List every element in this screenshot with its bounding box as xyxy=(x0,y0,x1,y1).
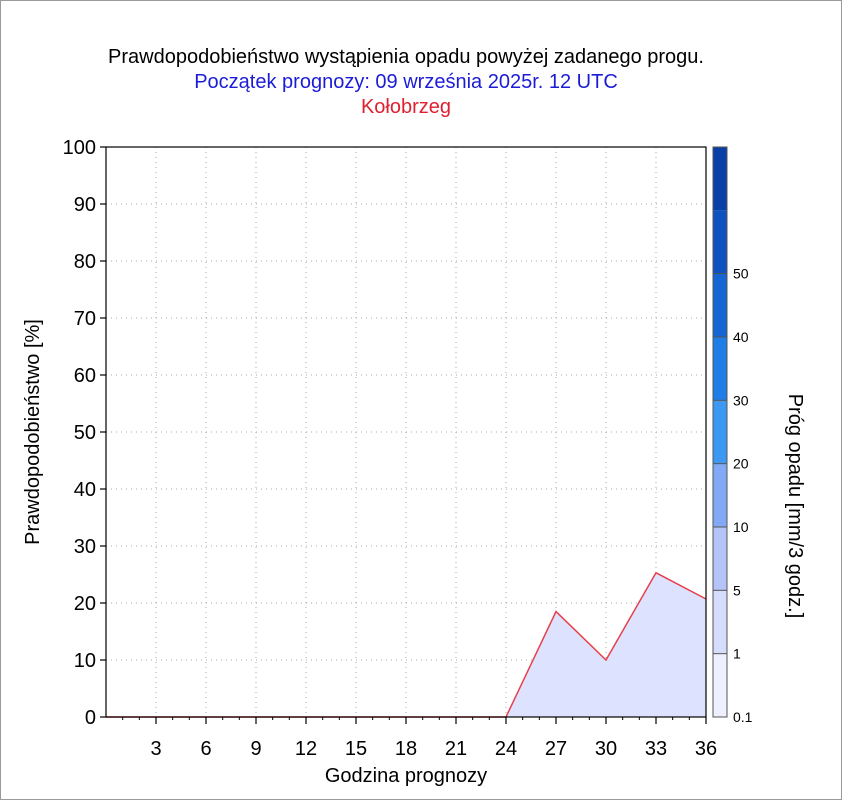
x-tick-label: 21 xyxy=(445,738,467,760)
colorbar-tick-label: 5 xyxy=(733,582,741,598)
y-tick-label: 30 xyxy=(74,536,96,558)
chart-location: Kołobrzeg xyxy=(361,96,451,118)
x-tick-label: 6 xyxy=(200,738,211,760)
colorbar-segment xyxy=(713,210,727,274)
colorbar-segment xyxy=(713,337,727,401)
colorbar-tick-label: 20 xyxy=(733,456,749,472)
y-tick-label: 40 xyxy=(74,479,96,501)
colorbar-tick-labels: 0.1 1 5 10 20 30 40 50 xyxy=(713,266,753,725)
colorbar xyxy=(712,146,728,718)
y-tick-label: 0 xyxy=(85,707,96,729)
x-tick-label: 30 xyxy=(595,738,617,760)
x-tick-label: 12 xyxy=(295,738,317,760)
x-tick-label: 3 xyxy=(150,738,161,760)
area-layer xyxy=(106,571,707,718)
y-tick-label: 60 xyxy=(74,365,96,387)
x-tick-label: 15 xyxy=(345,738,367,760)
colorbar-tick-label: 50 xyxy=(733,266,749,282)
y-tick-label: 20 xyxy=(74,593,96,615)
y-tick-labels: 0 10 20 30 40 50 60 70 80 90 100 xyxy=(63,137,96,729)
colorbar-segment xyxy=(713,653,727,717)
y-tick-label: 10 xyxy=(74,650,96,672)
colorbar-segment xyxy=(713,527,727,591)
colorbar-tick-label: 40 xyxy=(733,329,749,345)
colorbar-segment xyxy=(713,147,727,211)
x-tick-label: 9 xyxy=(250,738,261,760)
chart-subtitle: Początek prognozy: 09 września 2025r. 12… xyxy=(194,71,618,93)
y-tick-label: 70 xyxy=(74,308,96,330)
x-tick-labels: 3 6 9 12 15 18 21 24 27 30 33 36 xyxy=(150,738,717,760)
colorbar-segment xyxy=(713,590,727,654)
x-tick-label: 33 xyxy=(645,738,667,760)
colorbar-tick-label: 10 xyxy=(733,519,749,535)
x-tick-label: 18 xyxy=(395,738,417,760)
grid-lines xyxy=(106,147,706,717)
x-tick-label: 24 xyxy=(495,738,517,760)
y-tick-label: 100 xyxy=(63,137,96,159)
area-series-0 xyxy=(106,572,706,717)
axes xyxy=(100,146,707,724)
y-tick-label: 90 xyxy=(74,194,96,216)
x-tick-label: 27 xyxy=(545,738,567,760)
colorbar-segment xyxy=(713,463,727,527)
chart-title: Prawdopodobieństwo wystąpienia opadu pow… xyxy=(108,46,704,68)
colorbar-segment xyxy=(713,400,727,464)
colorbar-tick-label: 1 xyxy=(733,646,741,662)
y-tick-label: 80 xyxy=(74,251,96,273)
x-tick-label: 36 xyxy=(695,738,717,760)
colorbar-segment xyxy=(713,273,727,337)
colorbar-tick-label: 30 xyxy=(733,392,749,408)
y-tick-label: 50 xyxy=(74,422,96,444)
x-axis-label: Godzina prognozy xyxy=(325,765,487,787)
colorbar-tick-label: 0.1 xyxy=(733,709,753,725)
y-axis-label: Prawdopodobieństwo [%] xyxy=(22,319,44,545)
colorbar-label: Próg opadu [mm/3 godz.] xyxy=(784,394,806,619)
